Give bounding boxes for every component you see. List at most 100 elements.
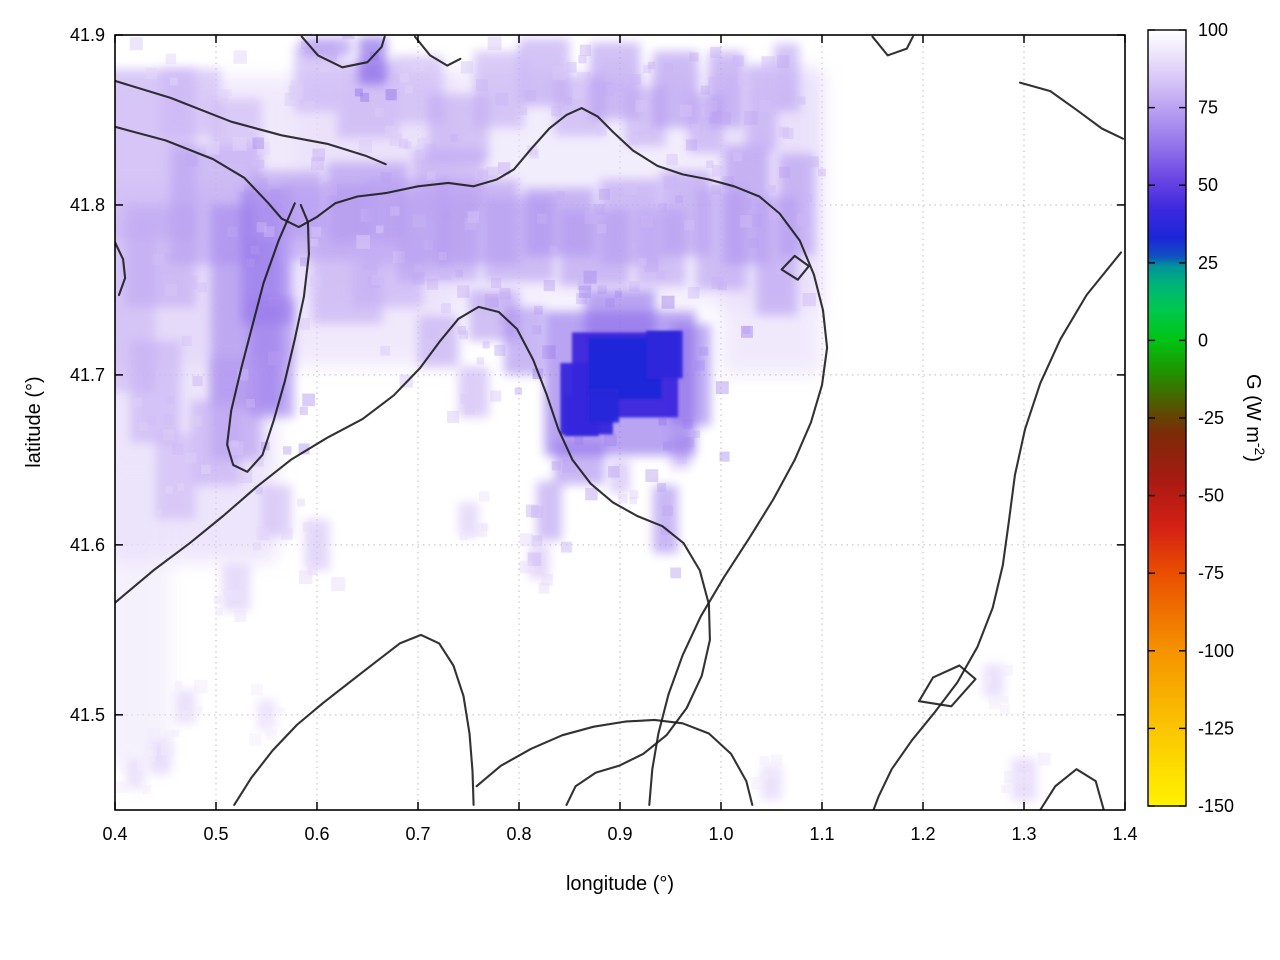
heatmap-speckle	[145, 67, 157, 79]
heatmap-speckle	[249, 733, 262, 746]
colorbar-tick-label: -75	[1198, 563, 1224, 583]
heatmap-speckle	[136, 758, 149, 771]
heatmap-speckle	[645, 469, 659, 483]
heatmap-speckle	[759, 99, 772, 112]
heatmap-speckle	[385, 89, 397, 101]
heatmap-speckle	[307, 565, 318, 576]
heatmap-speckle	[708, 76, 723, 91]
contour-line	[115, 241, 127, 297]
heatmap-cell-minimum	[588, 388, 619, 423]
y-tick-label: 41.9	[70, 25, 105, 45]
heatmap-speckle	[206, 141, 220, 155]
heatmap-speckle	[733, 152, 743, 162]
heatmap-speckle	[556, 191, 566, 200]
heatmap-speckle	[360, 92, 370, 102]
colorbar: 100 75 50 25 0 -25 -50 -75 -100 -125 -150 G (W m-2…	[1147, 20, 1268, 816]
heatmap-speckle	[457, 285, 470, 298]
heatmap-speckle	[311, 226, 322, 237]
heatmap-patch	[155, 434, 196, 520]
heatmap-speckle	[552, 65, 567, 80]
heatmap-speckle	[460, 61, 473, 74]
heatmap-speckle	[216, 89, 229, 102]
heatmap-speckle	[712, 165, 724, 177]
heatmap-speckle	[459, 330, 468, 340]
heatmap-speckle	[670, 567, 682, 579]
heatmap-speckle	[629, 490, 639, 499]
contour-line	[872, 251, 1123, 810]
heatmap-speckle	[446, 410, 460, 423]
heatmap-speckle	[585, 487, 598, 501]
contour-line	[1039, 768, 1105, 810]
heatmap-speckle	[753, 182, 762, 192]
contour-line	[413, 35, 462, 67]
heatmap-speckle	[426, 171, 436, 180]
y-tick-label: 41.7	[70, 365, 105, 385]
heatmap-speckle	[541, 573, 553, 586]
heatmap-speckle	[238, 469, 253, 483]
heatmap-speckle	[380, 345, 391, 356]
heatmap-speckle	[255, 159, 265, 169]
heatmap-speckle	[467, 211, 480, 223]
heatmap-speckle	[414, 264, 423, 273]
heatmap-speckle	[265, 729, 277, 740]
heatmap-speckle	[398, 138, 409, 149]
heatmap-speckle	[536, 213, 548, 224]
heatmap-speckle	[494, 344, 506, 356]
heatmap-speckle	[197, 282, 207, 293]
heatmap-speckle	[614, 290, 622, 298]
heatmap-speckle	[1000, 695, 1009, 704]
heatmap-speckle	[234, 610, 247, 622]
heatmap-speckle	[498, 291, 511, 304]
y-tick-labels: 41.5 41.6 41.7 41.8 41.9	[70, 25, 105, 725]
heatmap-speckle	[377, 14, 390, 27]
heatmap-speckle	[770, 754, 783, 767]
heatmap-speckle	[375, 107, 385, 118]
heatmap-speckle	[457, 326, 466, 335]
heatmap-speckle	[377, 268, 387, 278]
heatmap-speckle	[497, 162, 511, 175]
heatmap-speckle	[426, 278, 439, 290]
heatmap-speckle	[486, 166, 499, 179]
heatmap-speckle	[356, 235, 370, 249]
heatmap-speckle	[498, 314, 509, 325]
y-axis-label: latitude (°)	[23, 376, 45, 467]
heatmap-speckle	[223, 89, 232, 98]
heatmap-speckle	[358, 139, 373, 153]
heatmap-speckle	[233, 50, 247, 64]
heatmap-speckle	[635, 99, 648, 112]
heatmap-speckle	[572, 86, 585, 99]
heatmap-speckle	[190, 415, 202, 427]
heatmap-speckle	[139, 422, 148, 432]
heatmap-speckle	[280, 528, 293, 540]
heatmap-speckle	[531, 535, 543, 547]
heatmap-speckle	[331, 577, 346, 592]
heatmap-speckle	[129, 37, 143, 51]
heatmap-speckle	[479, 491, 490, 502]
heatmap-speckle	[459, 532, 468, 541]
heatmap-speckle	[1000, 704, 1010, 715]
heatmap-speckle	[584, 210, 599, 225]
heatmap-speckle	[185, 153, 199, 167]
heatmap-speckle	[643, 64, 652, 74]
heatmap-speckle	[579, 44, 592, 57]
heatmap-speckle	[1018, 772, 1031, 785]
heatmap-speckle	[302, 393, 315, 407]
heatmap-speckle	[183, 275, 198, 290]
heatmap-speckle	[174, 680, 183, 689]
colorbar-tick-label: -150	[1198, 796, 1234, 816]
contour-line	[300, 35, 386, 69]
heatmap-speckle	[560, 541, 572, 553]
heatmap-speckle	[474, 168, 487, 181]
contour-line	[475, 718, 754, 806]
heatmap-speckle	[657, 483, 667, 493]
heatmap-speckle	[638, 257, 647, 266]
heatmap-speckle	[1018, 811, 1027, 820]
heatmap-speckle	[647, 61, 656, 70]
heatmap-speckle	[700, 85, 710, 95]
heatmap-speckle	[88, 317, 97, 326]
heatmap-cell-minimum	[646, 330, 683, 379]
heatmap-field	[88, 14, 1051, 820]
heatmap-speckle	[803, 193, 813, 203]
heatmap-speckle	[327, 51, 338, 62]
heatmap-speckle	[692, 430, 701, 438]
